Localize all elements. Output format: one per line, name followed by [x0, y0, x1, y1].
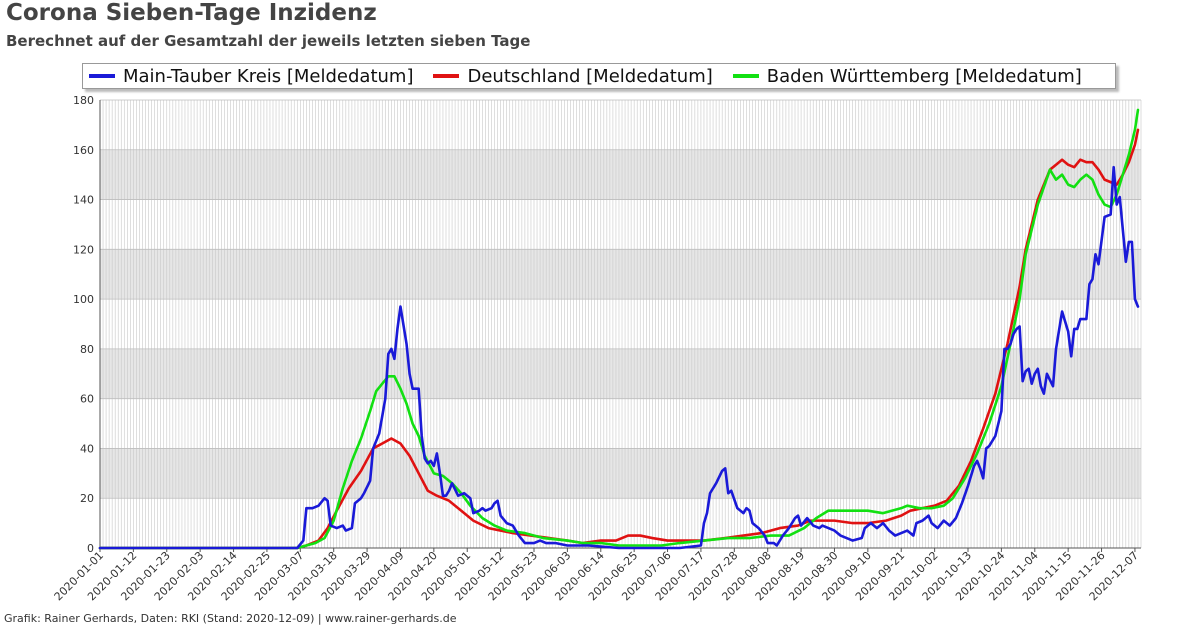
legend-item-baden-wuerttemberg: Baden Württemberg [Meldedatum]	[732, 65, 1082, 87]
y-tick-label: 140	[73, 194, 94, 207]
series-line-deutschland	[98, 128, 1140, 550]
grid-band	[100, 348, 1141, 399]
chart-subtitle: Berechnet auf der Gesamtzahl der jeweils…	[6, 32, 531, 50]
legend-swatch-deutschland	[433, 74, 460, 78]
y-tick-label: 180	[73, 94, 94, 107]
grid-band	[100, 249, 1141, 300]
legend-label-baden-wuerttemberg: Baden Württemberg [Meldedatum]	[766, 65, 1082, 87]
legend-swatch-baden-wuerttemberg	[732, 74, 759, 78]
legend-label-deutschland: Deutschland [Meldedatum]	[467, 65, 713, 87]
legend-label-main-tauber: Main-Tauber Kreis [Meldedatum]	[123, 65, 414, 87]
y-tick-label: 120	[73, 243, 94, 256]
y-tick-label: 20	[80, 492, 94, 505]
series-line-baden-wuerttemberg	[98, 108, 1140, 550]
chart-footer-credit: Grafik: Rainer Gerhards, Daten: RKI (Sta…	[4, 612, 457, 625]
legend-item-main-tauber: Main-Tauber Kreis [Meldedatum]	[89, 66, 413, 87]
y-tick-label: 40	[80, 442, 94, 455]
grid-band	[100, 149, 1141, 200]
y-tick-label: 0	[87, 542, 94, 555]
series-line-main-tauber	[98, 165, 1140, 550]
legend-swatch-main-tauber	[89, 74, 115, 78]
y-tick-label: 80	[80, 343, 94, 356]
y-tick-label: 100	[73, 293, 94, 306]
y-tick-label: 60	[80, 393, 94, 406]
chart-title: Corona Sieben-Tage Inzidenz	[6, 0, 377, 26]
y-tick-label: 160	[73, 144, 94, 157]
legend-item-deutschland: Deutschland [Meldedatum]	[433, 65, 713, 87]
chart-legend: Main-Tauber Kreis [Meldedatum] Deutschla…	[82, 63, 1116, 89]
